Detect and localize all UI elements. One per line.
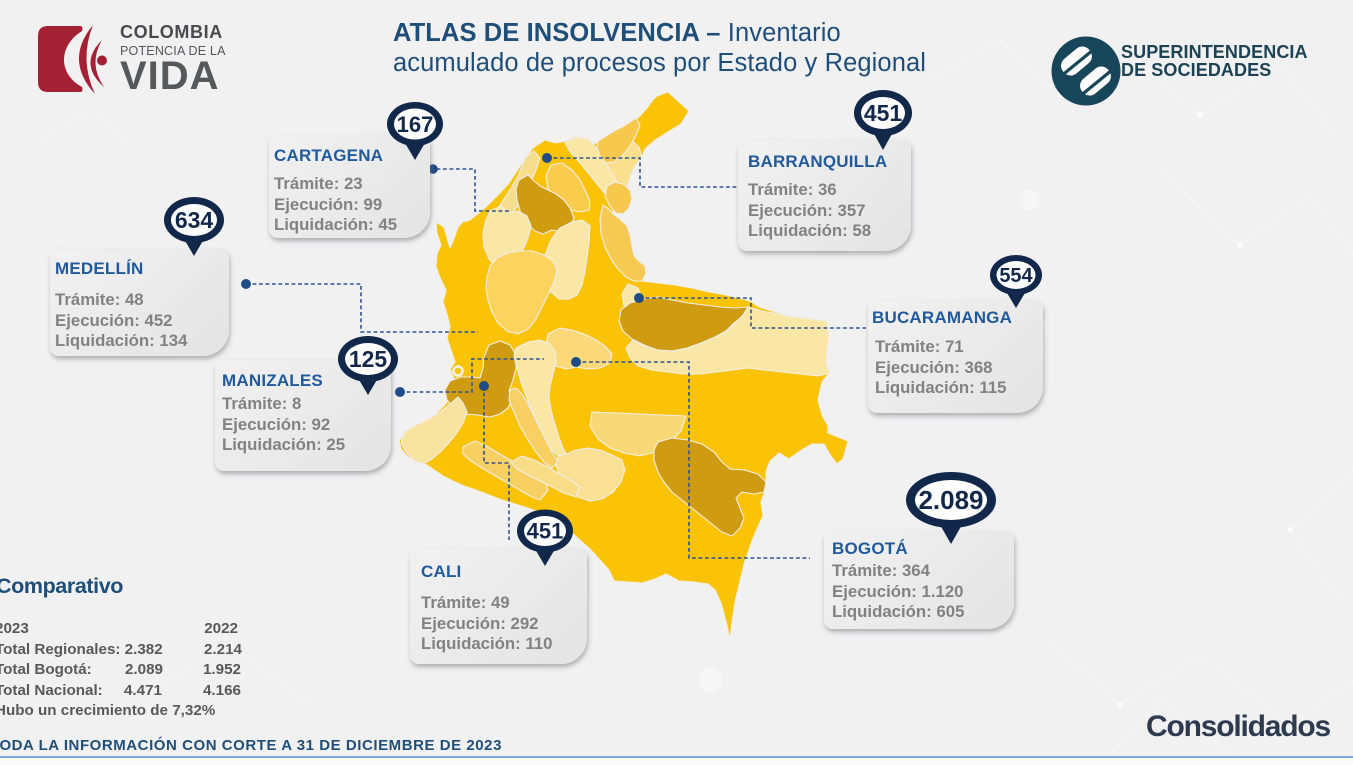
svg-text:451: 451 [864,100,903,126]
svg-text:554: 554 [999,265,1033,287]
svg-text:167: 167 [397,112,434,137]
svg-text:2.089: 2.089 [918,485,983,515]
svg-text:125: 125 [349,346,388,372]
svg-text:451: 451 [527,519,564,544]
svg-text:634: 634 [175,207,214,233]
